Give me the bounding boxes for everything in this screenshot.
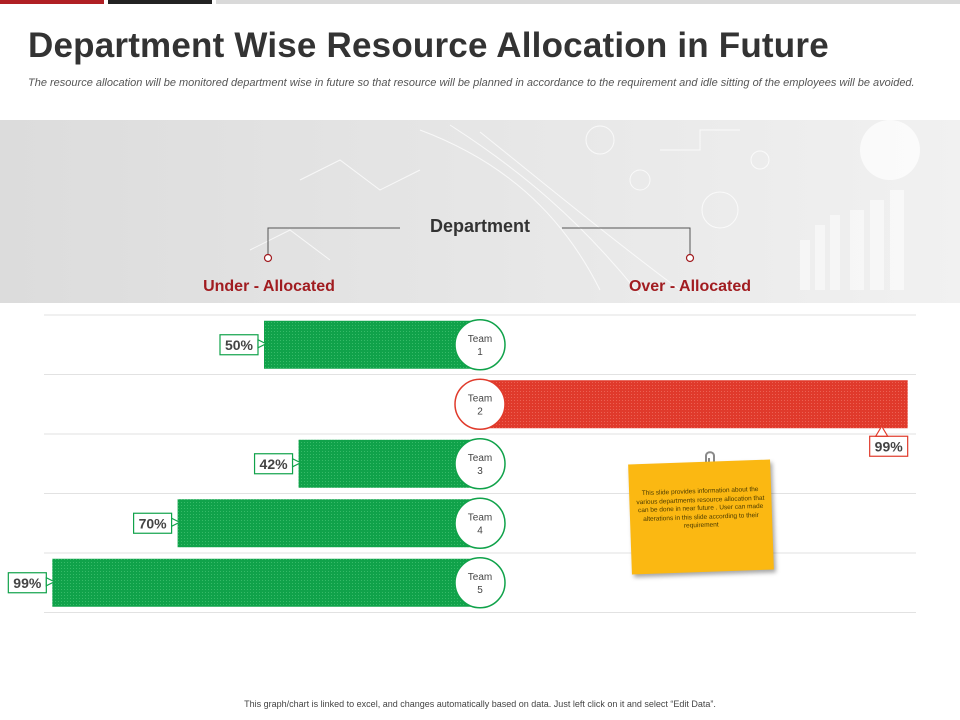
bar-under-team-5: [52, 558, 480, 607]
bar-under-team-4: [177, 499, 480, 548]
value-box-team-2: [869, 435, 909, 457]
team-number-5: 5: [477, 585, 483, 596]
team-number-4: 4: [477, 525, 483, 536]
bar-under-team-3: [298, 439, 480, 488]
team-label-3: Team: [468, 453, 492, 464]
footer-note: This graph/chart is linked to excel, and…: [244, 699, 716, 709]
team-circle-3: [454, 438, 506, 490]
value-label-team-4: 70%: [139, 515, 168, 531]
bar-under-team-1: [264, 320, 480, 369]
background-banner: [0, 120, 960, 303]
top-accent-red: [0, 0, 104, 4]
department-label: Department: [429, 216, 531, 236]
value-box-pointer: [45, 576, 56, 587]
team-circle-2: [454, 378, 506, 430]
top-accent-grey: [216, 0, 960, 4]
team-label-5: Team: [468, 572, 492, 583]
team-circle-1: [454, 319, 506, 371]
value-label-team-2: 99%: [875, 438, 904, 454]
legend-under-allocated: Under - Allocated: [203, 278, 335, 295]
sticky-note: This slide provides information about th…: [628, 459, 774, 575]
team-number-2: 2: [477, 406, 483, 417]
under-connector-dot: [263, 253, 273, 263]
top-accent-dark: [108, 0, 212, 4]
legend-over-allocated: Over - Allocated: [628, 278, 752, 295]
team-label-2: Team: [468, 393, 492, 404]
over-connector-dot: [685, 253, 695, 263]
team-circle-4: [454, 497, 506, 549]
page-title: Department Wise Resource Allocation in F…: [28, 26, 829, 65]
bar-over-team-2: [480, 380, 908, 429]
banner-sketch-decoration: [249, 120, 920, 296]
allocation-bar-chart: 50% Team 1 99% Team 2 42% Team 3 70% Team 4 99% Team 5: [7, 314, 916, 613]
department-connector-lines: [263, 227, 695, 263]
team-label-1: Team: [468, 334, 492, 345]
team-number-1: 1: [477, 347, 483, 358]
value-box-pointer: [291, 457, 302, 468]
value-box-pointer: [171, 517, 181, 528]
team-label-4: Team: [468, 512, 492, 523]
value-box-pointer: [874, 425, 889, 437]
value-label-team-3: 42%: [260, 456, 289, 472]
value-label-team-1: 50%: [225, 337, 254, 353]
team-circle-5: [454, 557, 506, 609]
team-number-3: 3: [477, 466, 483, 477]
value-box-pointer: [257, 338, 268, 349]
page-subtitle: The resource allocation will be monitore…: [28, 77, 915, 89]
value-label-team-5: 99%: [13, 575, 42, 591]
